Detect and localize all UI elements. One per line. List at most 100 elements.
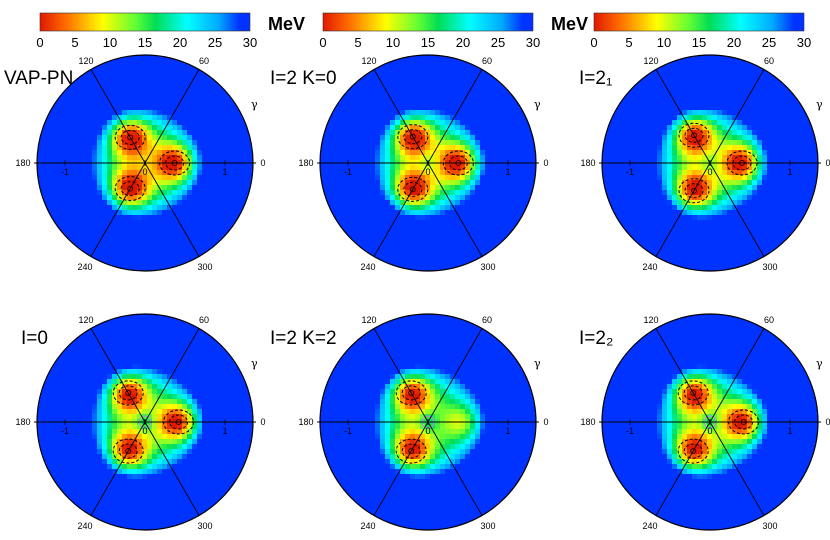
heatmap-cell: [187, 334, 193, 340]
heatmap-cell: [647, 205, 653, 211]
heatmap-cell: [365, 165, 371, 171]
heatmap-cell: [192, 155, 198, 161]
heatmap-cell: [692, 125, 698, 131]
heatmap-cell: [122, 220, 128, 226]
heatmap-cell: [97, 225, 103, 231]
heatmap-cell: [445, 140, 451, 146]
heatmap-cell: [687, 225, 693, 231]
heatmap-cell: [415, 80, 421, 86]
heatmap-cell: [652, 245, 658, 251]
heatmap-cell: [325, 170, 331, 176]
heatmap-cell: [470, 180, 476, 186]
heatmap-cell: [737, 165, 743, 171]
heatmap-cell: [450, 150, 456, 156]
heatmap-cell: [237, 145, 243, 151]
heatmap-cell: [732, 240, 738, 246]
heatmap-cell: [217, 210, 223, 216]
heatmap-cell: [227, 165, 233, 171]
heatmap-cell: [475, 205, 481, 211]
heatmap-cell: [47, 145, 53, 151]
heatmap-cell: [400, 135, 406, 141]
heatmap-cell: [375, 130, 381, 136]
heatmap-cell: [97, 235, 103, 241]
heatmap-cell: [152, 314, 158, 320]
heatmap-cell: [515, 140, 521, 146]
heatmap-cell: [672, 130, 678, 136]
heatmap-cell: [707, 200, 713, 206]
heatmap-cell: [657, 75, 663, 81]
colorbar-tick-label: 20: [173, 35, 187, 50]
heatmap-cell: [102, 235, 108, 241]
heatmap-cell: [762, 225, 768, 231]
heatmap-cell: [117, 100, 123, 106]
heatmap-cell: [667, 195, 673, 201]
heatmap-cell: [697, 190, 703, 196]
heatmap-cell: [207, 334, 213, 340]
heatmap-cell: [122, 85, 128, 91]
heatmap-cell: [637, 235, 643, 241]
heatmap-cell: [485, 225, 491, 231]
heatmap-cell: [677, 195, 683, 201]
heatmap-cell: [712, 235, 718, 241]
heatmap-cell: [380, 85, 386, 91]
heatmap-cell: [222, 110, 228, 116]
heatmap-cell: [405, 205, 411, 211]
heatmap-cell: [117, 65, 123, 71]
heatmap-cell: [355, 110, 361, 116]
heatmap-cell: [672, 135, 678, 141]
heatmap-cell: [360, 85, 366, 91]
heatmap-cell: [807, 165, 813, 171]
heatmap-cell: [485, 215, 491, 221]
heatmap-cell: [97, 90, 103, 96]
heatmap-cell: [802, 100, 808, 106]
heatmap-cell: [187, 235, 193, 241]
heatmap-cell: [67, 165, 73, 171]
heatmap-cell: [450, 90, 456, 96]
heatmap-cell: [727, 115, 733, 121]
heatmap-cell: [112, 115, 118, 121]
heatmap-cell: [732, 205, 738, 211]
heatmap-cell: [722, 75, 728, 81]
heatmap-cell: [632, 130, 638, 136]
heatmap-cell: [662, 70, 668, 76]
heatmap-cell: [415, 55, 421, 61]
heatmap-cell: [712, 185, 718, 191]
heatmap-cell: [697, 185, 703, 191]
heatmap-cell: [607, 130, 613, 136]
heatmap-cell: [162, 165, 168, 171]
heatmap-cell: [132, 130, 138, 136]
heatmap-cell: [335, 205, 341, 211]
heatmap-cell: [410, 240, 416, 246]
heatmap-cell: [752, 195, 758, 201]
heatmap-cell: [380, 135, 386, 141]
heatmap-cell: [612, 170, 618, 176]
heatmap-cell: [445, 130, 451, 136]
heatmap-cell: [137, 329, 143, 335]
heatmap-cell: [657, 105, 663, 111]
heatmap-cell: [617, 200, 623, 206]
heatmap-cell: [72, 140, 78, 146]
heatmap-cell: [722, 80, 728, 86]
heatmap-cell: [207, 165, 213, 171]
heatmap-cell: [385, 215, 391, 221]
heatmap-cell: [67, 150, 73, 156]
heatmap-cell: [762, 70, 768, 76]
heatmap-cell: [127, 260, 133, 266]
heatmap-cell: [102, 180, 108, 186]
heatmap-cell: [530, 120, 536, 126]
heatmap-cell: [132, 185, 138, 191]
heatmap-cell: [92, 205, 98, 211]
heatmap-cell: [415, 100, 421, 106]
heatmap-cell: [107, 314, 113, 320]
heatmap-cell: [212, 150, 218, 156]
heatmap-cell: [335, 180, 341, 186]
heatmap-cell: [97, 175, 103, 181]
heatmap-cell: [762, 230, 768, 236]
heatmap-cell: [490, 150, 496, 156]
heatmap-cell: [187, 130, 193, 136]
heatmap-cell: [345, 190, 351, 196]
heatmap-cell: [717, 225, 723, 231]
heatmap-cell: [455, 115, 461, 121]
heatmap-cell: [782, 145, 788, 151]
heatmap-cell: [435, 250, 441, 256]
